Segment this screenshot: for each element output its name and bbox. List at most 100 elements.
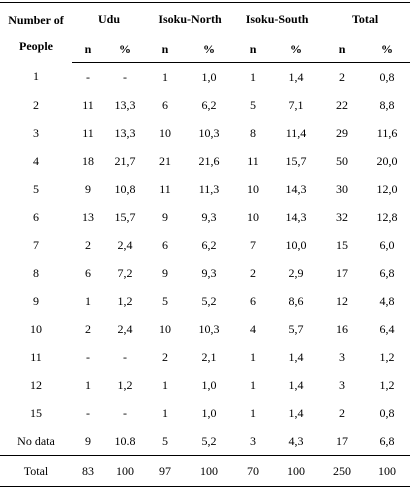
table-cell: 6: [33, 209, 39, 224]
table-cell: 2: [162, 349, 169, 364]
table-cell: 5,7: [288, 321, 304, 336]
table-cell: 1: [162, 405, 169, 420]
group-header: Isoku-North: [146, 2, 235, 36]
table-cell: 15: [336, 237, 349, 252]
table-cell: 32: [336, 209, 349, 224]
table-cell: 12: [30, 377, 42, 392]
total-cell: 97: [146, 455, 185, 487]
table-cell: 1: [85, 377, 91, 392]
table-cell: 5: [33, 181, 39, 196]
table-cell: 17: [336, 265, 349, 280]
table-cell: 5: [162, 293, 169, 308]
table-cell: 1,0: [201, 377, 217, 392]
table-cell: 12: [336, 293, 349, 308]
table-cell: 1: [250, 377, 257, 392]
table-cell: 15: [30, 405, 42, 420]
table-cell: -: [86, 69, 90, 84]
table-cell: 6: [162, 237, 169, 252]
table-cell: 6,2: [201, 97, 217, 112]
group-header: Udu: [72, 2, 147, 36]
table-cell: 5: [250, 97, 257, 112]
table-row: 11 - - 2 2,1 1 1,4 3 1,2: [0, 343, 410, 371]
table-row: 6 13 15,7 9 9,3 10 14,3 32 12,8: [0, 203, 410, 231]
table-cell: -: [86, 349, 90, 364]
table-cell: 7: [250, 237, 257, 252]
table-cell: 3: [33, 125, 39, 140]
table-cell: 3: [339, 349, 346, 364]
table-cell: 8,6: [288, 293, 304, 308]
sub-header: %: [272, 36, 321, 63]
table-cell: 1: [85, 293, 91, 308]
table-cell: 9,3: [201, 209, 217, 224]
table-cell: 1,4: [288, 405, 304, 420]
table-cell: 10: [247, 181, 260, 196]
table-cell: 4: [250, 321, 257, 336]
table-row: 4 18 21,7 21 21,6 11 15,7 50 20,0: [0, 147, 410, 175]
table-cell: 2,4: [117, 237, 133, 252]
table-header: Number of People Udu Isoku-North Isoku-Sou…: [0, 2, 410, 63]
table-cell: 1,2: [379, 377, 395, 392]
table-cell: 12,0: [376, 181, 398, 196]
table-cell: 11,6: [376, 125, 398, 140]
table-cell: 8: [250, 125, 257, 140]
table-cell: 1: [33, 69, 39, 84]
table-cell: 1: [162, 69, 169, 84]
table-cell: 0,8: [379, 405, 395, 420]
table-cell: 1,0: [201, 69, 217, 84]
table-cell: 20,0: [376, 153, 398, 168]
table-cell: 9,3: [201, 265, 217, 280]
table-row: 12 1 1,2 1 1,0 1 1,4 3 1,2: [0, 371, 410, 399]
total-cell: 83: [72, 455, 104, 487]
sub-header: n: [72, 36, 104, 63]
table-body: 1- -1 1,0 1 1,4 2 0,8 2 11 13,3 6 6,2 5 7,1 22 8,8 3 11 13…: [0, 63, 410, 456]
table-cell: 1,0: [201, 405, 217, 420]
table-footer: Total 83 100 97 100 70 100 250 100: [0, 455, 410, 487]
table-cell: 21,7: [114, 153, 136, 168]
table-cell: 10,3: [198, 321, 220, 336]
table-row: 10 2 2,4 10 10,3 4 5,7 16 6,4: [0, 315, 410, 343]
table-cell: 10: [247, 209, 260, 224]
table-cell: 14,3: [285, 181, 307, 196]
header-cell: Number of People: [0, 2, 72, 63]
table-cell: No data: [17, 433, 55, 448]
table-cell: 29: [336, 125, 349, 140]
table-cell: 30: [336, 181, 349, 196]
table-cell: 10,0: [285, 237, 307, 252]
table-cell: 2,1: [201, 349, 217, 364]
table-row: 9 1 1,2 5 5,2 6 8,6 12 4,8: [0, 287, 410, 315]
table-cell: 6: [162, 97, 169, 112]
table-cell: 4: [33, 153, 39, 168]
table-cell: 5,2: [201, 433, 217, 448]
table-cell: 4,3: [288, 433, 304, 448]
table-cell: 8,8: [379, 97, 395, 112]
sub-header: n: [146, 36, 185, 63]
table-cell: 2: [339, 405, 346, 420]
table-cell: 11: [247, 153, 259, 168]
table-cell: 2: [85, 237, 91, 252]
table-cell: 50: [336, 153, 349, 168]
table-cell: 2: [250, 265, 257, 280]
table-cell: 3: [250, 433, 257, 448]
table-cell: 9: [162, 209, 169, 224]
table-cell: 7,2: [117, 265, 133, 280]
table-cell: 1,4: [288, 377, 304, 392]
table-cell: 9: [33, 293, 39, 308]
header-row: n% n% n% n%: [0, 36, 410, 63]
table-cell: 12,8: [376, 209, 398, 224]
table-cell: 11,3: [198, 181, 220, 196]
table-cell: 11: [30, 349, 42, 364]
table-cell: -: [123, 349, 127, 364]
table-cell: 1: [250, 69, 257, 84]
table-row: 3 11 13,3 10 10,3 8 11,4 29 11,6: [0, 119, 410, 147]
table-cell: 13,3: [114, 125, 136, 140]
table-cell: 11: [82, 97, 94, 112]
table-cell: 6,8: [379, 265, 395, 280]
table-cell: 1: [162, 377, 169, 392]
table-cell: 22: [336, 97, 349, 112]
table-cell: 5,2: [201, 293, 217, 308]
table-cell: 1,4: [288, 349, 304, 364]
table-cell: -: [123, 405, 127, 420]
table-cell: 2: [33, 97, 39, 112]
table-cell: 5: [162, 433, 169, 448]
